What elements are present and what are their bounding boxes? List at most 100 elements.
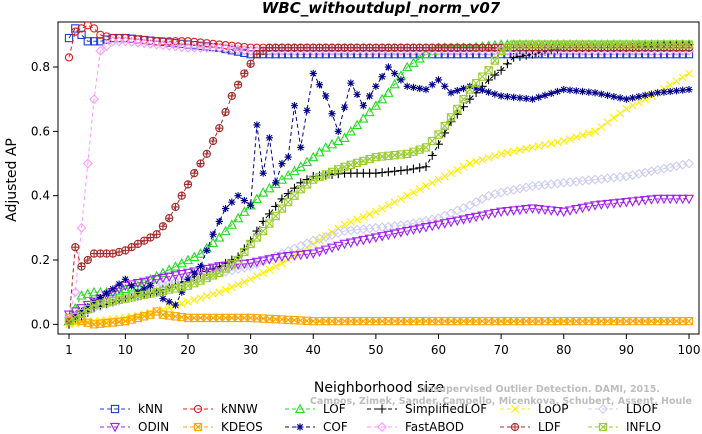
data-point-fastabod — [164, 40, 175, 51]
data-point-cof — [378, 73, 386, 81]
series-lof — [63, 39, 695, 326]
data-point-cof — [641, 91, 649, 99]
data-point-cof — [115, 280, 123, 288]
data-point-odin — [445, 217, 457, 228]
data-point-odin — [665, 194, 676, 205]
data-point-lof — [295, 161, 306, 171]
data-point-loop — [503, 148, 512, 157]
data-point-odin — [283, 252, 294, 262]
chart-title: WBC_withoutdupl_norm_v07 — [262, 0, 501, 17]
data-point-odin — [351, 237, 363, 247]
data-point-fastabod — [120, 36, 131, 47]
data-point-loop — [540, 140, 549, 149]
data-point-simplifiedlof — [390, 166, 400, 176]
data-point-odin — [270, 253, 281, 264]
data-point-odin — [207, 263, 219, 274]
data-point-loop — [227, 283, 236, 292]
data-point-cof — [510, 93, 518, 101]
data-point-cof — [297, 143, 305, 152]
data-point-cof — [672, 87, 681, 95]
legend-label: COF — [323, 420, 348, 434]
legend-marker — [377, 422, 387, 432]
data-point-loop — [246, 275, 255, 284]
series-simplifiedlof — [64, 40, 694, 329]
series-kdeos — [64, 307, 694, 329]
data-point-fastabod — [76, 222, 87, 233]
data-point-odin — [539, 205, 551, 216]
data-point-cof — [654, 89, 662, 97]
data-point-inflo — [258, 226, 268, 236]
data-point-loop — [165, 303, 174, 312]
data-point-knnw — [233, 42, 243, 51]
data-point-cof — [647, 90, 656, 98]
data-point-loop — [209, 290, 218, 299]
x-tick-label: 80 — [556, 343, 571, 357]
y-tick-label: 0.8 — [31, 60, 50, 74]
data-point-simplifiedlof — [402, 165, 412, 175]
data-point-ldf — [221, 107, 230, 117]
data-point-cof — [547, 89, 555, 98]
data-point-lof — [377, 93, 388, 104]
data-point-lof — [370, 100, 381, 110]
data-point-odin — [345, 238, 356, 249]
legend-item-lof: LOF — [285, 402, 346, 416]
data-point-ldf — [152, 230, 161, 239]
data-point-cof — [372, 82, 380, 90]
data-point-inflo — [446, 113, 456, 122]
legend-marker — [511, 405, 519, 413]
data-point-cof — [322, 92, 330, 100]
data-point-knnw — [177, 37, 186, 46]
data-point-loop — [672, 77, 681, 86]
data-point-cof — [553, 87, 562, 96]
legend-marker — [193, 404, 203, 414]
legend-marker — [598, 404, 608, 414]
data-point-cof — [171, 301, 180, 309]
data-point-cof — [397, 76, 405, 84]
data-point-odin — [502, 206, 513, 217]
legend-marker — [193, 422, 203, 432]
legend-marker — [377, 404, 387, 414]
plot-frame — [57, 21, 700, 335]
data-point-cof — [635, 93, 643, 101]
data-point-fastabod — [101, 41, 112, 52]
data-point-loop — [371, 207, 380, 216]
data-point-knnw — [221, 41, 230, 50]
data-point-cof — [516, 94, 524, 102]
axes-layer: 1 10 20 30 40 50 60 70 80 90 100 0.0 0.2 0.4 0.6 0.8 — [31, 60, 701, 357]
y-tick-label: 0.4 — [31, 189, 50, 203]
legend-marker — [296, 423, 304, 431]
legend-label: SimplifiedLOF — [405, 402, 487, 416]
data-point-ldf — [208, 136, 218, 146]
data-point-loop — [384, 201, 393, 210]
data-point-loop — [559, 137, 568, 145]
data-point-cof — [603, 91, 612, 99]
data-point-cof — [578, 87, 587, 96]
data-point-cof — [309, 69, 317, 78]
data-point-loop — [415, 185, 424, 194]
data-point-loop — [440, 172, 449, 181]
data-point-odin — [139, 277, 150, 288]
data-point-odin — [145, 276, 156, 286]
data-point-ldf — [196, 159, 205, 168]
data-point-fastabod — [157, 40, 168, 51]
data-point-odin — [546, 206, 557, 216]
data-point-cof — [303, 106, 311, 115]
data-point-knnw — [102, 32, 111, 41]
data-point-cof — [491, 90, 499, 98]
data-point-inflo — [265, 219, 274, 228]
data-point-cof — [685, 85, 693, 94]
data-point-odin — [314, 247, 325, 258]
data-point-lof — [251, 193, 262, 204]
data-point-cof — [459, 84, 468, 93]
data-point-inflo — [240, 247, 249, 257]
data-point-loop — [478, 155, 487, 164]
data-point-simplifiedlof — [421, 162, 431, 172]
data-point-loop — [447, 169, 456, 178]
data-point-fastabod — [220, 43, 231, 54]
data-point-odin — [189, 267, 200, 277]
data-point-cof — [121, 275, 129, 283]
data-point-inflo — [434, 130, 443, 139]
data-point-odin — [496, 207, 507, 218]
data-point-knnw — [190, 37, 199, 47]
data-point-odin — [151, 275, 162, 285]
